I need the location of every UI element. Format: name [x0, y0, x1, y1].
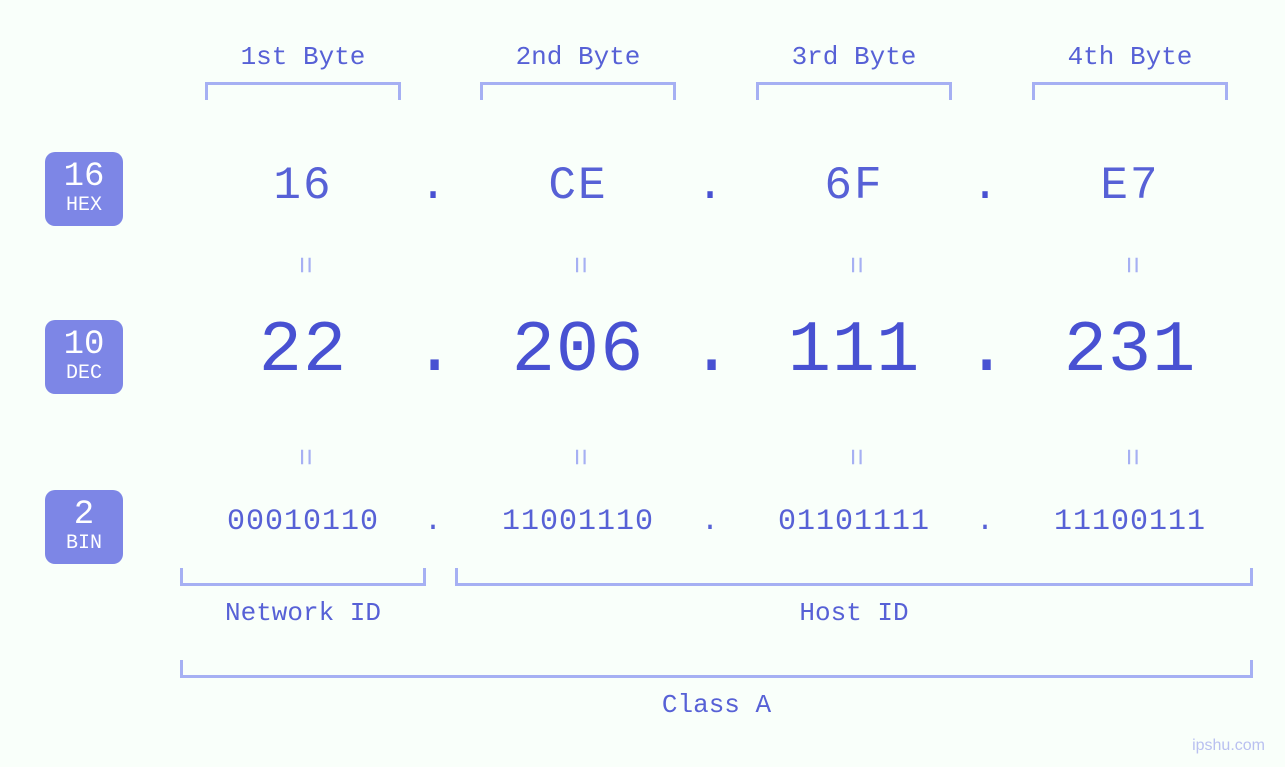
bin-dot-2: .	[698, 505, 722, 539]
host-id-label: Host ID	[455, 598, 1253, 628]
byte-label-1: 1st Byte	[205, 42, 401, 72]
dec-badge-num: 10	[45, 328, 123, 362]
byte-label-2: 2nd Byte	[480, 42, 676, 72]
dec-byte-2: 206	[455, 310, 701, 392]
bin-byte-2: 11001110	[455, 505, 701, 539]
bin-dot-3: .	[973, 505, 997, 539]
dec-byte-1: 22	[180, 310, 426, 392]
hex-badge: 16 HEX	[45, 152, 123, 226]
byte-label-3: 3rd Byte	[756, 42, 952, 72]
eq-dec-bin-1: =	[286, 442, 320, 472]
hex-dot-2: .	[695, 160, 725, 212]
network-id-label: Network ID	[180, 598, 426, 628]
dec-byte-4: 231	[1007, 310, 1253, 392]
bin-byte-3: 01101111	[731, 505, 977, 539]
bin-byte-4: 11100111	[1007, 505, 1253, 539]
eq-hex-dec-2: =	[561, 250, 595, 280]
hex-dot-1: .	[418, 160, 448, 212]
top-bracket-2	[480, 82, 676, 100]
eq-dec-bin-4: =	[1113, 442, 1147, 472]
watermark: ipshu.com	[1192, 737, 1265, 755]
eq-hex-dec-1: =	[286, 250, 320, 280]
eq-hex-dec-3: =	[837, 250, 871, 280]
bin-badge-num: 2	[45, 498, 123, 532]
hex-badge-num: 16	[45, 160, 123, 194]
eq-hex-dec-4: =	[1113, 250, 1147, 280]
class-label: Class A	[180, 690, 1253, 720]
eq-dec-bin-2: =	[561, 442, 595, 472]
hex-byte-1: 16	[205, 160, 401, 212]
hex-byte-4: E7	[1032, 160, 1228, 212]
bin-badge-label: BIN	[45, 534, 123, 554]
host-id-bracket	[455, 568, 1253, 586]
dec-badge: 10 DEC	[45, 320, 123, 394]
bin-byte-1: 00010110	[180, 505, 426, 539]
dec-dot-1: .	[413, 310, 453, 392]
top-bracket-3	[756, 82, 952, 100]
hex-byte-2: CE	[480, 160, 676, 212]
dec-badge-label: DEC	[45, 364, 123, 384]
byte-label-4: 4th Byte	[1032, 42, 1228, 72]
dec-byte-3: 111	[731, 310, 977, 392]
hex-dot-3: .	[970, 160, 1000, 212]
network-id-bracket	[180, 568, 426, 586]
bin-badge: 2 BIN	[45, 490, 123, 564]
hex-byte-3: 6F	[756, 160, 952, 212]
bin-dot-1: .	[421, 505, 445, 539]
dec-dot-2: .	[690, 310, 730, 392]
top-bracket-1	[205, 82, 401, 100]
class-bracket	[180, 660, 1253, 678]
dec-dot-3: .	[965, 310, 1005, 392]
top-bracket-4	[1032, 82, 1228, 100]
hex-badge-label: HEX	[45, 196, 123, 216]
eq-dec-bin-3: =	[837, 442, 871, 472]
